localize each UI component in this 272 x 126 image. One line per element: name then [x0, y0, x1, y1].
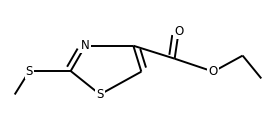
Text: S: S — [96, 88, 104, 101]
Text: O: O — [209, 65, 218, 78]
Text: S: S — [26, 65, 33, 77]
Text: O: O — [174, 25, 183, 38]
Text: N: N — [81, 39, 90, 52]
